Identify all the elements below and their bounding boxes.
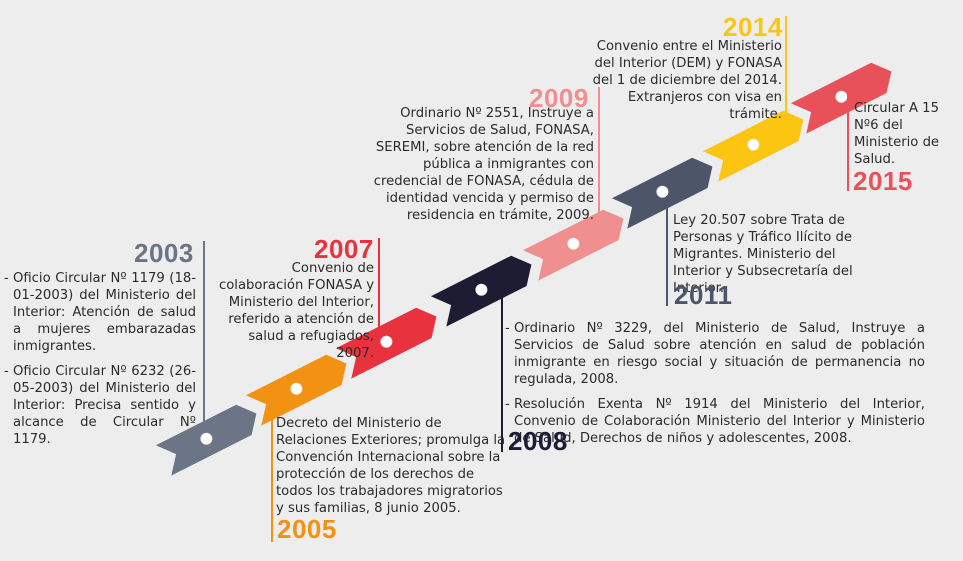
year-2003: 2003	[134, 238, 194, 268]
event-2003-item-2: - Oficio Circular Nº 6232 (26-05-2003) d…	[4, 364, 196, 447]
event-2008-item-1: - Ordinario Nº 3229, del Ministerio de S…	[505, 321, 925, 387]
event-2015-text: Circular A 15 Nº6 del Ministerio de Salu…	[854, 101, 940, 167]
year-2007: 2007	[314, 234, 374, 264]
connector-2003	[203, 241, 205, 433]
event-2009-text: Ordinario Nº 2551, Instruye a Servicios …	[373, 106, 594, 223]
event-2003-item-1: - Oficio Circular Nº 1179 (18-01-2003) d…	[4, 271, 196, 354]
connector-2009	[598, 87, 600, 222]
event-2014-text: Convenio entre el Ministerio del Interio…	[592, 39, 782, 122]
timeline-dot-2009	[567, 237, 580, 250]
event-2003-text: - Oficio Circular Nº 1179 (18-01-2003) d…	[4, 270, 196, 456]
event-2008-item-2: - Resolución Exenta Nº 1914 del Minister…	[505, 397, 925, 446]
event-2005-text: Decreto del Ministerio de Relaciones Ext…	[276, 416, 506, 516]
timeline-dot-2015	[835, 90, 848, 103]
connector-2005	[271, 392, 273, 542]
timeline-dot-2011	[656, 185, 669, 198]
timeline-dot-2005	[290, 382, 303, 395]
year-2009: 2009	[529, 83, 589, 113]
event-2007-text: Convenio de colaboración FONASA y Minist…	[218, 261, 374, 361]
timeline-dot-2008	[475, 283, 488, 296]
timeline-dot-2003	[200, 432, 213, 445]
year-2014: 2014	[723, 12, 783, 42]
connector-2008	[501, 292, 503, 452]
connector-2014	[785, 16, 787, 116]
event-2011-text: Ley 20.507 sobre Trata de Personas y Trá…	[673, 213, 853, 296]
connector-2007	[378, 238, 380, 346]
timeline-dot-2007	[380, 335, 393, 348]
connector-2015	[847, 95, 849, 191]
year-2015: 2015	[853, 166, 913, 196]
connector-2011	[666, 196, 668, 306]
year-2008: 2008	[508, 426, 568, 456]
event-2008-text: - Ordinario Nº 3229, del Ministerio de S…	[505, 320, 925, 455]
timeline-dot-2014	[747, 138, 760, 151]
year-2011: 2011	[674, 280, 733, 310]
year-2005: 2005	[277, 514, 337, 544]
